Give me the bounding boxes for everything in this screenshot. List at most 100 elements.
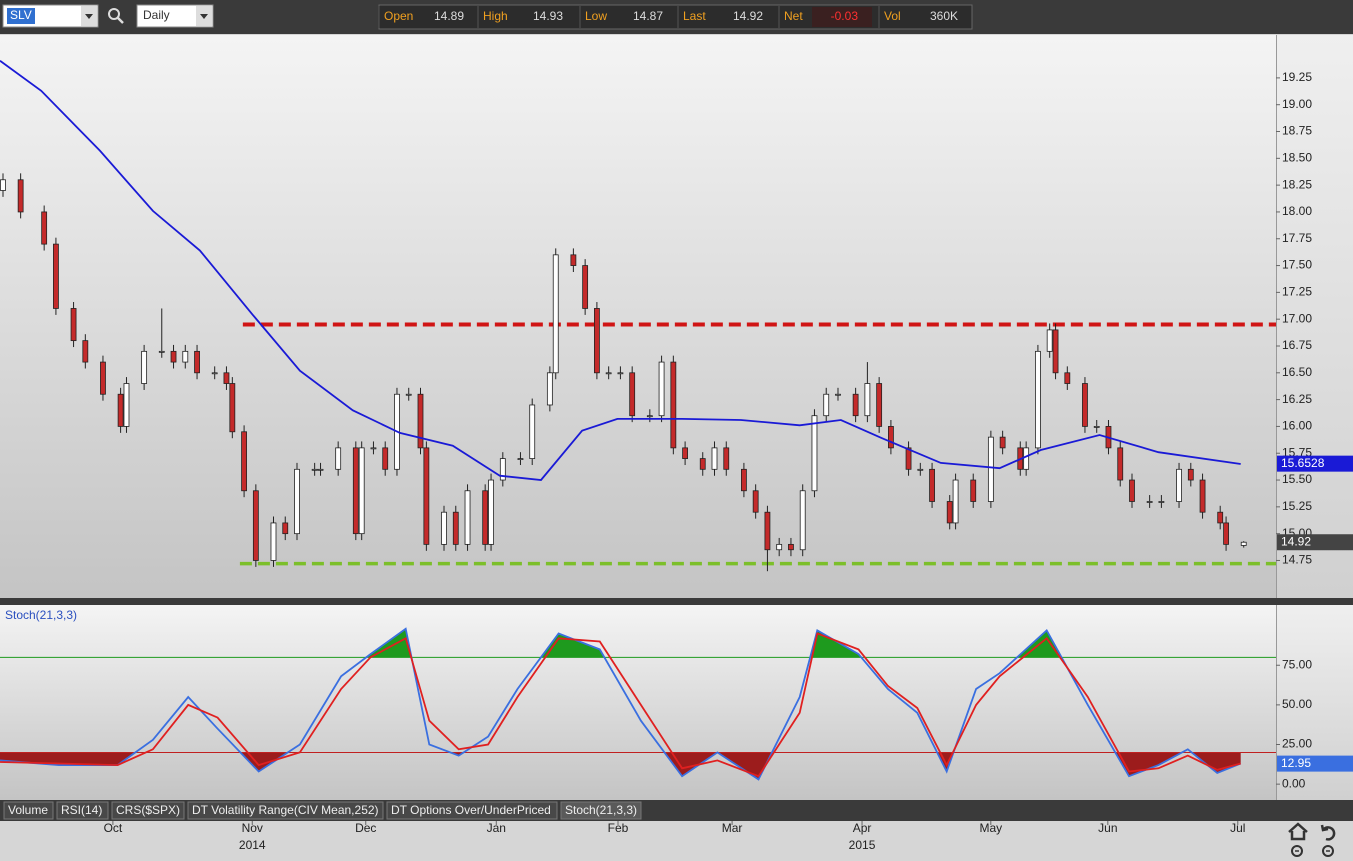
indicator-tab[interactable] [56,801,109,820]
ma-value-bg [1277,455,1353,472]
candle-body [864,383,871,417]
home-icon[interactable] [1288,822,1308,841]
indicator-tab-label: RSI(14) [61,803,102,817]
candle-body [1217,511,1224,524]
candle-body [499,458,506,481]
indicator-tab[interactable] [187,801,384,820]
candle-body [929,468,935,502]
candle-body [53,243,59,309]
x-tick-label: Apr [853,821,872,835]
candle-body [1199,479,1206,513]
candle-body [605,372,612,375]
indicator-tab[interactable] [111,801,185,820]
candle-body [682,447,689,459]
candle-body [1158,501,1165,503]
candle-body [17,179,24,213]
y-tick-label: 17.50 [1282,258,1312,272]
candle-body [529,404,536,459]
indicator-tab-label: DT Options Over/UnderPriced [391,803,551,817]
y-tick-label: 18.25 [1282,177,1312,191]
candle-body [464,490,471,545]
quote-label: Vol [884,9,901,23]
y-tick-label: 16.25 [1282,392,1312,406]
y-tick-label: 15.50 [1282,472,1312,486]
candle-body [182,350,189,363]
indicator-tab[interactable] [386,801,558,820]
candle-body [917,468,924,471]
symbol-highlight [7,8,35,24]
year-label: 2014 [239,838,266,852]
candle-body [1082,383,1088,427]
search-icon[interactable] [108,8,120,20]
x-tick-label: Mar [722,821,743,835]
indicator-tab[interactable] [560,801,642,820]
candle-body [158,350,165,353]
candle-body [970,479,977,502]
candle-body [423,447,430,545]
candle-body [194,350,200,374]
indicator-tab-label: Volume [8,803,48,817]
zoom-in-icon[interactable] [1291,845,1303,857]
candle-body [987,436,994,502]
candle-body [123,383,130,427]
y-tick-label: 18.00 [1282,204,1312,218]
quote-label: Net [784,9,803,23]
oversold-fill [0,752,1241,780]
candle-body [211,372,218,375]
interval-box[interactable] [136,4,214,28]
x-tick-label: Nov [242,821,263,835]
candle-body [311,468,318,471]
candle-body [711,447,718,470]
candle-body [582,265,589,309]
panel-divider [0,598,1353,605]
y-tick-label: 15.25 [1282,499,1312,513]
candle-body [1223,522,1229,545]
y-tick-label: 16.50 [1282,365,1312,379]
y-tick-label: 18.50 [1282,150,1312,164]
candle-body [482,490,489,545]
candle-body [1187,468,1194,481]
x-tick-label: Dec [355,821,376,835]
candle-body [317,468,324,471]
quote-value: -0.03 [831,9,859,23]
candle-body [741,468,747,492]
candle-body [252,490,259,561]
candle-body [1064,372,1071,384]
candle-body [546,372,553,406]
candle-body [646,415,653,418]
ma-value: 15.6528 [1281,456,1325,470]
candle-body [888,426,894,449]
dropdown-arrow [85,14,93,19]
y-tick-label: 17.25 [1282,285,1312,299]
year-label: 2015 [849,838,876,852]
candle-body [1129,479,1135,502]
candle-body [82,340,89,363]
candle-body [1093,426,1100,428]
candle-body [70,308,77,342]
zoom-out-icon[interactable] [1322,845,1334,857]
quote-value: 14.87 [633,9,663,23]
price-axis [1277,35,1353,598]
indicator-tab[interactable] [3,801,54,820]
quote-net-bg [812,7,872,27]
candle-body [799,490,806,551]
candle-body [905,447,912,470]
candle-body [570,254,577,266]
stoch-line [0,627,1242,781]
stoch-y-tick-label: 0.00 [1282,776,1306,790]
undo-icon[interactable] [1320,824,1336,841]
plot-layer: 14.7515.0015.2515.5015.7516.0016.2516.50… [0,59,1353,852]
y-tick-label: 17.75 [1282,231,1312,245]
candle-body [852,393,859,417]
quote-value: 360K [930,9,958,23]
candle-body [670,361,677,449]
candle-body [488,479,494,545]
quote-fields: Open 14.89 High 14.93 Low 14.87 Last 14.92 Net -0… [378,6,958,28]
quote-label: Low [585,9,607,23]
quote-label: Last [683,9,706,23]
y-tick-label: 16.00 [1282,419,1312,433]
candle-body [658,361,665,417]
candle-body [876,383,883,427]
candle-body [999,436,1006,449]
